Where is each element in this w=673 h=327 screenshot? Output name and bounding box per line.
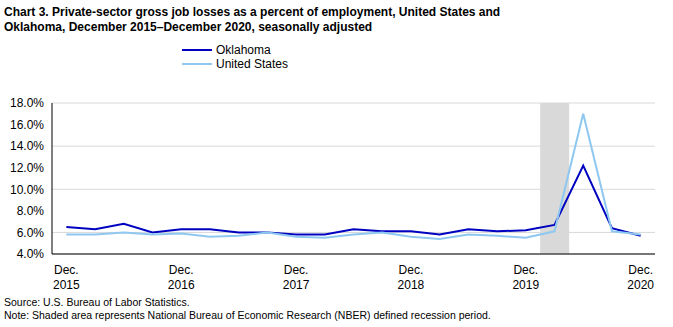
svg-text:4.0%: 4.0%: [17, 247, 45, 261]
svg-text:Dec.2020: Dec.2020: [627, 263, 654, 290]
svg-text:8.0%: 8.0%: [17, 204, 45, 218]
svg-text:6.0%: 6.0%: [17, 226, 45, 240]
svg-text:18.0%: 18.0%: [10, 96, 44, 110]
svg-text:Dec.2018: Dec.2018: [398, 263, 425, 290]
html-text:Note: Shaded area represents N: Note: Shaded area represents National Bu…: [4, 309, 491, 321]
svg-text:12.0%: 12.0%: [10, 161, 44, 175]
svg-text:Dec.2015: Dec.2015: [53, 263, 80, 290]
html-text:Source: U.S. Bureau of Labor S: Source: U.S. Bureau of Labor Statistics.: [4, 296, 190, 308]
html-text:Oklahoma: Oklahoma: [216, 43, 271, 57]
svg-text:10.0%: 10.0%: [10, 183, 44, 197]
html-text:Chart 3. Private-sector gross: Chart 3. Private-sector gross job losses…: [4, 5, 501, 34]
html-text:United States: United States: [216, 57, 288, 71]
svg-text:Dec.2016: Dec.2016: [168, 263, 195, 290]
svg-text:14.0%: 14.0%: [10, 139, 44, 153]
svg-text:Dec.2017: Dec.2017: [283, 263, 310, 290]
svg-text:16.0%: 16.0%: [10, 118, 44, 132]
svg-text:Dec.2019: Dec.2019: [512, 263, 539, 290]
